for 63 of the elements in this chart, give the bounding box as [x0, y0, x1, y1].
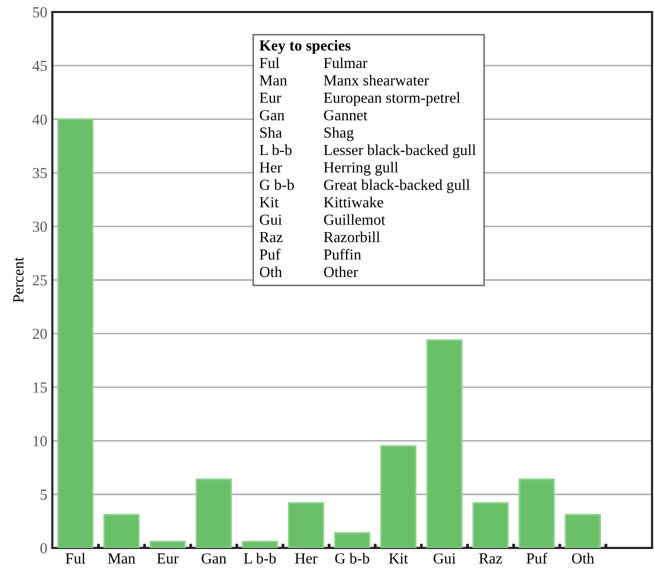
bar	[242, 540, 278, 548]
annotation: Man	[260, 75, 287, 86]
y-tick-label: 15	[34, 382, 47, 393]
annotation: Gan	[260, 110, 284, 120]
y-tick-label: 10	[34, 436, 47, 446]
annotation: G b-b	[260, 179, 294, 190]
y-tick-label: 45	[32, 60, 47, 72]
annotation: Sha	[260, 127, 282, 138]
bar	[103, 514, 140, 548]
x-tick-label: Her	[295, 553, 318, 564]
annotation: Lesser black-backed gull	[324, 144, 476, 158]
x-tick-label: Puf	[526, 552, 548, 564]
annotation: Guillemot	[324, 214, 386, 225]
annotation: Puffin	[324, 248, 362, 260]
annotation: Eur	[260, 92, 282, 103]
y-tick-label: 40	[32, 114, 47, 125]
y-tick-label: 0	[40, 543, 47, 554]
annotation: Her	[260, 162, 282, 173]
annotation: Great black-backed gull	[324, 179, 470, 194]
x-tick-label: Kit	[388, 553, 408, 564]
annotation: Herring gull	[324, 162, 398, 176]
x-tick-label: Raz	[479, 553, 502, 564]
bar	[380, 445, 416, 548]
x-tick-label: Gui	[434, 553, 456, 564]
x-tick-label: Gan	[202, 553, 226, 564]
bar	[564, 514, 601, 548]
annotation: European storm-petrel	[324, 92, 460, 106]
bar	[288, 502, 324, 548]
y-tick-label: 20	[32, 328, 47, 340]
annotation: Oth	[260, 266, 282, 278]
annotation: Other	[324, 266, 358, 278]
bar	[472, 502, 509, 548]
annotation: Gui	[260, 214, 282, 225]
annotation: Key to species	[259, 40, 350, 54]
x-tick-label: Man	[108, 553, 136, 564]
annotation: L b-b	[260, 144, 292, 156]
x-tick-label: L b-b	[244, 552, 276, 564]
annotation: Gannet	[324, 110, 368, 120]
bar	[518, 478, 555, 548]
y-tick-label: 35	[32, 168, 47, 178]
y-axis-title: Percent	[13, 257, 24, 302]
x-tick-label: Ful	[66, 552, 86, 564]
x-tick-label: G b-b	[335, 552, 370, 564]
annotation: Raz	[260, 232, 283, 242]
annotation: Shag	[324, 126, 354, 141]
annotation: Kit	[260, 197, 279, 208]
bar	[426, 339, 463, 548]
y-tick-label: 25	[32, 275, 47, 286]
bar	[57, 118, 94, 548]
bar	[150, 540, 186, 548]
y-tick-label: 50	[33, 7, 47, 18]
annotation: Puf	[260, 248, 280, 260]
annotation: Razorbill	[324, 232, 380, 242]
x-tick-label: Oth	[572, 552, 594, 564]
annotation: Manx shearwater	[324, 74, 429, 86]
y-tick-label: 30	[32, 222, 47, 232]
bar	[196, 478, 232, 548]
x-tick-label: Eur	[157, 553, 179, 564]
bar	[334, 532, 370, 548]
annotation: Kittiwake	[324, 196, 384, 208]
annotation: Ful	[260, 57, 280, 68]
y-tick-label: 5	[40, 490, 47, 500]
annotation: Fulmar	[324, 57, 368, 68]
